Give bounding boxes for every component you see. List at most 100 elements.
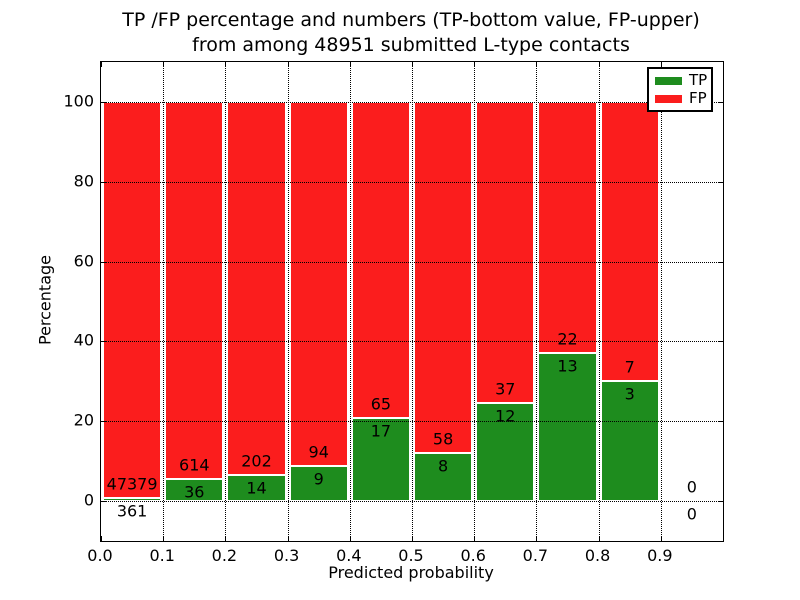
x-tick-mark-bottom (101, 536, 102, 541)
tp-bar-segment (538, 352, 597, 502)
x-tick-label: 0.8 (584, 546, 611, 565)
y-tick-mark-right (718, 501, 723, 503)
x-tick-mark-bottom (723, 536, 724, 541)
tp-bar-segment (103, 498, 162, 502)
x-tick-label: 0.6 (460, 546, 486, 565)
legend-label-tp: TP (689, 71, 708, 89)
tp-bar-segment (476, 403, 535, 502)
x-tick-label: 0.1 (149, 546, 175, 565)
fp-bar-segment (351, 101, 410, 419)
y-tick-label: 80 (73, 171, 94, 191)
y-tick-mark-right (718, 421, 723, 423)
y-tick-mark-right (718, 341, 723, 343)
x-tick-label: 0.5 (398, 546, 424, 565)
x-tick-label: 0.9 (647, 546, 673, 565)
tp-count-label: 8 (438, 456, 449, 476)
y-tick-mark-left (101, 501, 106, 503)
x-gridline (287, 62, 289, 541)
x-tick-mark-bottom (536, 536, 538, 541)
tp-count-label: 36 (184, 482, 205, 502)
x-gridline (163, 62, 165, 541)
x-gridline (474, 62, 476, 541)
tp-swatch-icon (655, 76, 682, 85)
legend-label-fp: FP (689, 89, 707, 107)
fp-bar-segment (227, 101, 286, 476)
y-tick-mark-left (101, 341, 106, 343)
legend-item-fp: FP (649, 91, 711, 106)
tp-count-label: 14 (246, 478, 267, 498)
x-tick-mark-bottom (474, 536, 476, 541)
x-tick-mark-bottom (412, 536, 413, 541)
tp-bar-segment (289, 466, 348, 502)
y-tick-label: 40 (73, 330, 94, 350)
y-tick-mark-right (718, 101, 723, 103)
x-tick-label: 0.3 (273, 546, 300, 565)
y-tick-label: 60 (73, 251, 94, 271)
x-tick-mark-top (163, 62, 165, 67)
x-tick-mark-top (536, 62, 538, 67)
fp-bar-segment (103, 101, 162, 499)
x-gridline (536, 62, 538, 541)
x-tick-label: 0.0 (87, 546, 113, 565)
x-tick-mark-top (474, 62, 476, 67)
x-tick-mark-bottom (349, 536, 351, 541)
y-tick-mark-left (101, 101, 106, 103)
chart-title-line1: TP /FP percentage and numbers (TP-bottom… (122, 9, 700, 31)
fp-count-label: 0 (686, 477, 697, 497)
y-tick-label: 0 (83, 490, 94, 510)
x-tick-mark-top (225, 62, 227, 67)
fp-bar-segment (600, 101, 659, 382)
y-tick-mark-left (101, 421, 106, 423)
tp-count-label: 3 (624, 384, 635, 404)
tp-bar-segment (165, 478, 224, 502)
y-tick-label: 100 (63, 91, 94, 111)
x-tick-mark-top (101, 62, 102, 67)
tp-bar-segment (600, 381, 659, 502)
fp-bar-segment (538, 101, 597, 353)
fp-count-label: 614 (179, 455, 210, 475)
tp-count-label: 0 (686, 504, 697, 524)
x-tick-mark-top (349, 62, 351, 67)
x-axis-label: Predicted probability (328, 563, 494, 582)
x-tick-label: 0.7 (522, 546, 549, 565)
x-tick-mark-bottom (287, 536, 289, 541)
fp-count-label: 7 (624, 357, 635, 377)
x-gridline (225, 62, 227, 541)
fp-count-label: 37 (495, 379, 516, 399)
x-tick-mark-top (412, 62, 413, 67)
chart-title-line2: from among 48951 submitted L-type contac… (192, 34, 630, 56)
fp-bar-segment (165, 101, 224, 479)
fp-count-label: 22 (557, 329, 578, 349)
x-gridline (349, 62, 351, 541)
y-tick-mark-right (718, 261, 723, 263)
fp-count-label: 58 (432, 429, 454, 449)
fp-count-label: 202 (241, 451, 272, 471)
x-tick-mark-top (660, 62, 662, 67)
x-tick-label: 0.2 (211, 546, 238, 565)
x-tick-mark-bottom (598, 536, 600, 541)
fp-bar-segment (476, 101, 535, 404)
x-gridline (412, 62, 413, 541)
tp-bar-segment (414, 452, 473, 502)
x-tick-mark-bottom (225, 536, 227, 541)
fp-count-label: 47379 (106, 474, 158, 494)
legend: TP FP (647, 67, 713, 112)
y-tick-mark-right (718, 181, 723, 183)
x-gridline (660, 62, 662, 541)
legend-item-tp: TP (649, 73, 711, 88)
y-tick-mark-left (101, 181, 106, 183)
fp-bar-segment (414, 101, 473, 453)
chart-title: TP /FP percentage and numbers (TP-bottom… (100, 8, 722, 58)
fp-bar-segment (289, 101, 348, 467)
x-tick-mark-top (723, 62, 724, 67)
tp-count-label: 9 (313, 469, 324, 489)
x-tick-mark-bottom (163, 536, 165, 541)
x-tick-mark-top (598, 62, 600, 67)
fp-count-label: 94 (308, 442, 329, 462)
fp-count-label: 65 (370, 394, 392, 414)
x-tick-mark-bottom (660, 536, 662, 541)
tp-count-label: 361 (116, 501, 148, 521)
tp-count-label: 17 (370, 421, 392, 441)
tp-bar-segment (227, 475, 286, 502)
